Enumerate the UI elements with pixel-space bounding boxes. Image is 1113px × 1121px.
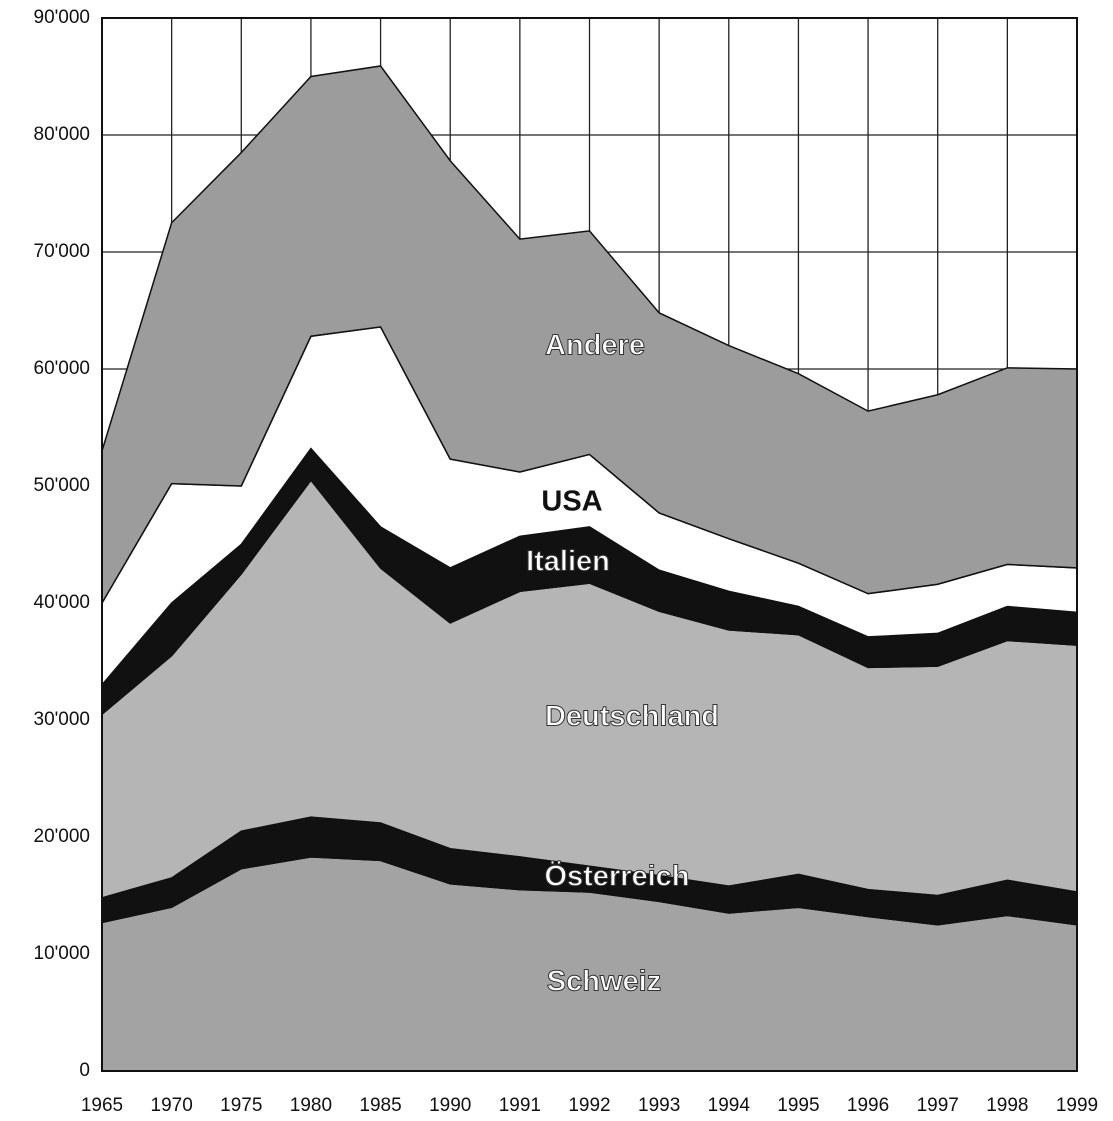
x-tick-label: 1985	[359, 1095, 401, 1116]
y-tick-label: 90'000	[34, 7, 90, 28]
x-tick-label: 1999	[1056, 1095, 1098, 1116]
x-tick-label: 1995	[777, 1095, 819, 1116]
y-tick-label: 60'000	[34, 358, 90, 379]
y-tick-label: 20'000	[34, 826, 90, 847]
area-label: Italien	[526, 546, 610, 578]
x-tick-label: 1991	[499, 1095, 541, 1116]
x-tick-label: 1996	[847, 1095, 889, 1116]
area-label: Andere	[545, 330, 645, 362]
x-tick-label: 1994	[708, 1095, 751, 1116]
x-tick-label: 1993	[638, 1095, 680, 1116]
area-label: USA	[541, 486, 602, 518]
area-label: Schweiz	[547, 966, 661, 998]
y-tick-label: 70'000	[34, 241, 90, 262]
y-tick-label: 10'000	[34, 943, 90, 964]
y-tick-label: 30'000	[34, 709, 90, 730]
x-tick-label: 1998	[986, 1095, 1028, 1116]
plot-frame	[101, 17, 1078, 1072]
area-label: Deutschland	[545, 701, 719, 733]
y-tick-label: 40'000	[34, 592, 90, 613]
y-tick-label: 0	[79, 1060, 90, 1081]
x-tick-label: 1980	[290, 1095, 332, 1116]
y-tick-label: 80'000	[34, 124, 90, 145]
x-tick-label: 1997	[917, 1095, 959, 1116]
area-label: Österreich	[544, 860, 689, 893]
y-tick-label: 50'000	[34, 475, 90, 496]
x-tick-label: 1992	[568, 1095, 610, 1116]
x-tick-label: 1965	[81, 1095, 123, 1116]
x-tick-label: 1970	[151, 1095, 193, 1116]
x-tick-label: 1975	[220, 1095, 262, 1116]
x-tick-label: 1990	[429, 1095, 471, 1116]
